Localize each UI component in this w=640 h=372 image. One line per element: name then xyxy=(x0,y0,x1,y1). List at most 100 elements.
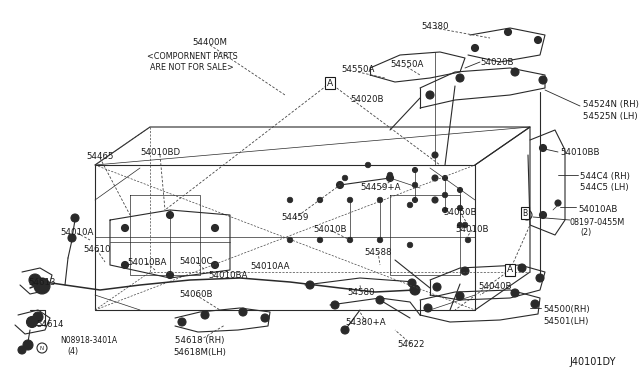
Text: 54465: 54465 xyxy=(86,152,114,161)
Circle shape xyxy=(180,320,184,324)
Text: N: N xyxy=(40,346,44,350)
Circle shape xyxy=(413,198,417,202)
Circle shape xyxy=(442,192,448,198)
Circle shape xyxy=(168,273,172,276)
Circle shape xyxy=(531,300,539,308)
Circle shape xyxy=(166,272,173,279)
Text: 54020B: 54020B xyxy=(480,58,513,67)
Text: B: B xyxy=(525,212,529,218)
Circle shape xyxy=(465,237,471,243)
Circle shape xyxy=(459,189,461,191)
Text: 54550A: 54550A xyxy=(341,65,374,74)
Circle shape xyxy=(410,281,413,285)
Circle shape xyxy=(29,274,41,286)
Text: 54613: 54613 xyxy=(28,278,56,287)
Text: 54020B: 54020B xyxy=(350,95,384,104)
Circle shape xyxy=(540,212,547,218)
Text: J40101DY: J40101DY xyxy=(570,357,616,367)
Text: 54010C: 54010C xyxy=(179,257,212,266)
Text: 54610: 54610 xyxy=(83,245,111,254)
Circle shape xyxy=(413,288,417,292)
Circle shape xyxy=(444,177,446,179)
Circle shape xyxy=(458,222,463,228)
Circle shape xyxy=(474,46,476,49)
Text: <COMPORNENT PARTS: <COMPORNENT PARTS xyxy=(147,52,237,61)
Text: 54525N (LH): 54525N (LH) xyxy=(583,112,637,121)
Text: 54614: 54614 xyxy=(36,320,64,329)
Circle shape xyxy=(377,197,383,203)
Text: 54459+A: 54459+A xyxy=(361,183,401,192)
Circle shape xyxy=(342,175,348,181)
Circle shape xyxy=(178,318,186,326)
Circle shape xyxy=(414,169,416,171)
Text: A: A xyxy=(507,266,513,275)
Text: 54588: 54588 xyxy=(364,248,392,257)
Circle shape xyxy=(442,208,447,212)
Text: 54380+A: 54380+A xyxy=(346,318,387,327)
Circle shape xyxy=(287,237,293,243)
Text: 54010A: 54010A xyxy=(60,228,93,237)
Text: (4): (4) xyxy=(67,347,78,356)
Circle shape xyxy=(377,237,383,243)
Circle shape xyxy=(211,262,218,269)
Circle shape xyxy=(518,264,526,272)
Text: 54524N (RH): 54524N (RH) xyxy=(583,100,639,109)
Circle shape xyxy=(432,152,438,158)
Text: 54501(LH): 54501(LH) xyxy=(543,317,588,326)
Text: 54010BA: 54010BA xyxy=(127,258,166,267)
Circle shape xyxy=(23,340,33,350)
Circle shape xyxy=(444,209,446,211)
Text: A: A xyxy=(327,78,333,87)
Circle shape xyxy=(124,264,127,266)
Circle shape xyxy=(538,276,541,280)
Circle shape xyxy=(204,313,207,317)
Circle shape xyxy=(308,283,312,286)
Circle shape xyxy=(555,200,561,206)
Circle shape xyxy=(413,167,417,173)
Circle shape xyxy=(513,291,516,295)
Text: 54622: 54622 xyxy=(397,340,425,349)
Circle shape xyxy=(317,237,323,243)
Circle shape xyxy=(507,31,509,33)
Text: 54010AB: 54010AB xyxy=(578,205,618,214)
Circle shape xyxy=(458,187,463,192)
Circle shape xyxy=(68,234,76,242)
Circle shape xyxy=(504,29,511,35)
Text: 54050B: 54050B xyxy=(444,208,477,217)
Text: ARE NOT FOR SALE>: ARE NOT FOR SALE> xyxy=(150,63,234,72)
Text: 08197-0455M: 08197-0455M xyxy=(570,218,625,227)
Circle shape xyxy=(239,308,247,316)
Circle shape xyxy=(166,212,173,218)
Circle shape xyxy=(424,304,432,312)
Circle shape xyxy=(214,264,216,266)
Circle shape xyxy=(388,177,392,179)
Text: 54500(RH): 54500(RH) xyxy=(543,305,589,314)
Text: 54459: 54459 xyxy=(282,213,308,222)
Text: 54550A: 54550A xyxy=(390,60,424,69)
Text: 54580: 54580 xyxy=(348,288,375,297)
Circle shape xyxy=(211,224,218,231)
Circle shape xyxy=(168,214,172,217)
Circle shape xyxy=(458,294,461,298)
Circle shape xyxy=(434,199,436,201)
Circle shape xyxy=(33,312,43,322)
Circle shape xyxy=(331,301,339,309)
Circle shape xyxy=(34,278,50,294)
Circle shape xyxy=(511,68,519,76)
Circle shape xyxy=(428,93,431,97)
Circle shape xyxy=(214,227,216,230)
Circle shape xyxy=(124,227,127,230)
Text: 54010BA: 54010BA xyxy=(208,271,248,280)
Circle shape xyxy=(432,175,438,181)
Circle shape xyxy=(70,236,74,240)
Circle shape xyxy=(122,224,129,231)
Circle shape xyxy=(71,214,79,222)
Circle shape xyxy=(457,205,463,211)
Circle shape xyxy=(462,222,468,228)
Text: 54010B: 54010B xyxy=(313,225,347,234)
Circle shape xyxy=(459,224,461,226)
Circle shape xyxy=(410,285,420,295)
Circle shape xyxy=(456,74,464,82)
Circle shape xyxy=(378,298,381,302)
Circle shape xyxy=(261,314,269,322)
